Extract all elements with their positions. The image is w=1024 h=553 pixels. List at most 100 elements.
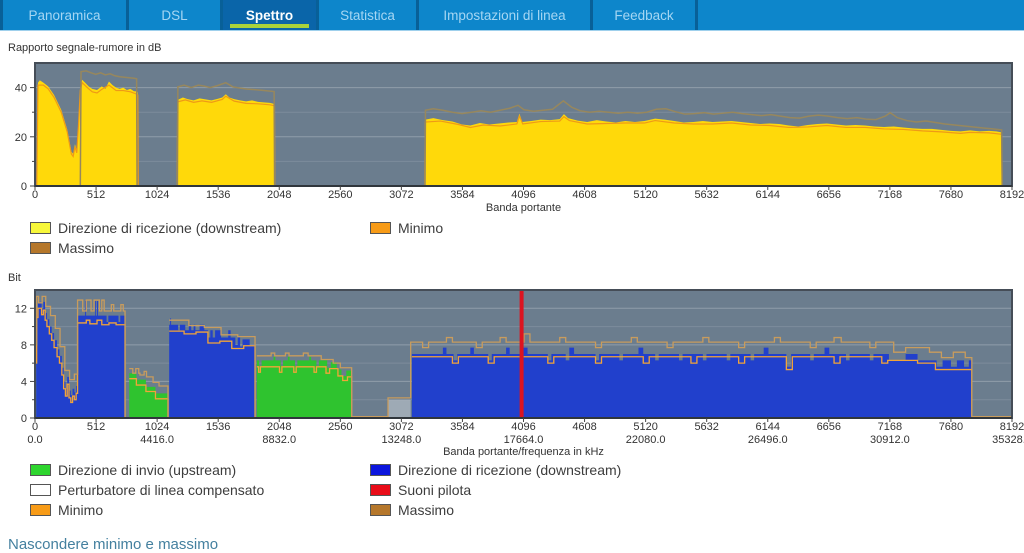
legend-item: Massimo bbox=[370, 501, 800, 518]
svg-text:6656: 6656 bbox=[817, 189, 841, 201]
tab-impostazioni-di-linea[interactable]: Impostazioni di linea bbox=[419, 0, 590, 30]
legend-item: Minimo bbox=[370, 219, 800, 236]
svg-text:4096: 4096 bbox=[511, 189, 535, 201]
legend-label: Massimo bbox=[398, 501, 455, 518]
svg-text:0: 0 bbox=[32, 189, 38, 201]
tab-spettro[interactable]: Spettro bbox=[223, 0, 316, 30]
series-perturbatore-di-linea-compensato bbox=[388, 399, 411, 418]
series-minimo bbox=[256, 366, 353, 418]
svg-text:1536: 1536 bbox=[206, 421, 230, 433]
series-direzione-di-ricezione-downstream- bbox=[424, 113, 1003, 186]
legend-swatch-icon bbox=[30, 503, 51, 516]
legend-label: Perturbatore di linea compensato bbox=[58, 481, 265, 498]
series-minimo bbox=[129, 378, 169, 418]
svg-text:0.0: 0.0 bbox=[27, 434, 42, 446]
bit-chart-legend: Direzione di invio (upstream) Direzione d… bbox=[30, 461, 800, 518]
tab-bar: Panoramica DSL Spettro Statistica Impostazio… bbox=[0, 0, 1024, 31]
tab-statistica[interactable]: Statistica bbox=[319, 0, 416, 30]
tab-dsl[interactable]: DSL bbox=[129, 0, 220, 30]
svg-text:7680: 7680 bbox=[939, 189, 963, 201]
legend-label: Massimo bbox=[58, 239, 115, 256]
legend-label: Direzione di ricezione (downstream) bbox=[398, 461, 622, 478]
legend-swatch-icon bbox=[370, 503, 391, 516]
tab-feedback[interactable]: Feedback bbox=[593, 0, 695, 30]
svg-text:3584: 3584 bbox=[450, 189, 474, 201]
svg-text:1024: 1024 bbox=[145, 421, 169, 433]
series-minimo bbox=[411, 356, 973, 418]
series-massimo bbox=[129, 367, 169, 418]
bit-chart-title: Bit bbox=[8, 272, 21, 284]
svg-text:4608: 4608 bbox=[572, 189, 596, 201]
svg-text:5120: 5120 bbox=[633, 421, 657, 433]
svg-text:17664.0: 17664.0 bbox=[504, 434, 544, 446]
legend-item: Direzione di ricezione (downstream) bbox=[30, 219, 370, 236]
svg-text:30912.0: 30912.0 bbox=[870, 434, 910, 446]
svg-text:5632: 5632 bbox=[694, 421, 718, 433]
svg-text:7168: 7168 bbox=[878, 421, 902, 433]
legend-label: Direzione di invio (upstream) bbox=[58, 461, 237, 478]
svg-text:4: 4 bbox=[21, 376, 27, 388]
svg-text:2048: 2048 bbox=[267, 189, 291, 201]
legend-item: Massimo bbox=[30, 239, 370, 256]
legend-swatch-icon bbox=[370, 221, 391, 234]
legend-item: Direzione di invio (upstream) bbox=[30, 461, 370, 478]
svg-text:22080.0: 22080.0 bbox=[626, 434, 666, 446]
svg-text:26496.0: 26496.0 bbox=[748, 434, 788, 446]
svg-text:1024: 1024 bbox=[145, 189, 169, 201]
series-massimo bbox=[351, 333, 1012, 418]
svg-text:8192: 8192 bbox=[1000, 421, 1024, 433]
svg-text:13248.0: 13248.0 bbox=[381, 434, 421, 446]
legend-swatch-icon bbox=[370, 463, 391, 476]
legend-swatch-icon bbox=[30, 463, 51, 476]
legend-item: Minimo bbox=[30, 501, 370, 518]
series-minimo bbox=[176, 95, 276, 187]
snr-chart: 0 512 1024 1536 2048 2560 3072 3584 4096 4608 5120… bbox=[0, 55, 1024, 220]
snr-chart-legend: Direzione di ricezione (downstream) Minim… bbox=[30, 219, 800, 256]
svg-text:7168: 7168 bbox=[878, 189, 902, 201]
svg-text:0: 0 bbox=[21, 181, 27, 193]
tab-panoramica[interactable]: Panoramica bbox=[3, 0, 126, 30]
series-direzione-di-invio-upstream- bbox=[129, 373, 168, 418]
series-direzione-di-ricezione-downstream- bbox=[36, 300, 126, 418]
svg-text:35328.0: 35328.0 bbox=[992, 434, 1024, 446]
svg-text:5120: 5120 bbox=[633, 189, 657, 201]
legend-swatch-icon bbox=[30, 241, 51, 254]
svg-text:Banda portante/frequenza in kH: Banda portante/frequenza in kHz bbox=[443, 446, 604, 458]
svg-text:512: 512 bbox=[87, 421, 105, 433]
svg-text:2560: 2560 bbox=[328, 421, 352, 433]
series-direzione-di-ricezione-downstream- bbox=[36, 79, 139, 186]
svg-text:0: 0 bbox=[32, 421, 38, 433]
series-direzione-di-ricezione-downstream- bbox=[411, 347, 972, 418]
svg-text:6656: 6656 bbox=[817, 421, 841, 433]
hide-min-max-link[interactable]: Nascondere minimo e massimo bbox=[8, 536, 219, 553]
bit-chart: 0 0.0 512 1024 4416.0 1536 2048 8832.0 2560 3072 1… bbox=[0, 284, 1024, 471]
series-massimo bbox=[36, 295, 126, 418]
snr-chart-title: Rapporto segnale-rumore in dB bbox=[8, 42, 162, 54]
svg-text:8192: 8192 bbox=[1000, 189, 1024, 201]
series-minimo bbox=[424, 114, 1003, 187]
legend-item: Perturbatore di linea compensato bbox=[30, 481, 370, 498]
legend-swatch-icon bbox=[30, 483, 51, 496]
series-minimo bbox=[169, 330, 256, 418]
svg-text:3584: 3584 bbox=[450, 421, 474, 433]
series-massimo bbox=[79, 70, 138, 187]
legend-swatch-icon bbox=[370, 483, 391, 496]
legend-item: Direzione di ricezione (downstream) bbox=[370, 461, 800, 478]
svg-text:6144: 6144 bbox=[756, 421, 780, 433]
series-massimo bbox=[176, 81, 276, 187]
svg-text:5632: 5632 bbox=[694, 189, 718, 201]
series-massimo bbox=[169, 319, 256, 418]
svg-text:4416.0: 4416.0 bbox=[140, 434, 174, 446]
legend-label: Direzione di ricezione (downstream) bbox=[58, 219, 282, 236]
svg-text:4608: 4608 bbox=[572, 421, 596, 433]
tab-bar-filler bbox=[698, 0, 1024, 30]
svg-text:0: 0 bbox=[21, 413, 27, 425]
legend-label: Minimo bbox=[58, 501, 104, 518]
legend-swatch-icon bbox=[30, 221, 51, 234]
svg-text:20: 20 bbox=[15, 132, 27, 144]
series-direzione-di-ricezione-downstream- bbox=[169, 318, 256, 418]
legend-item: Suoni pilota bbox=[370, 481, 800, 498]
svg-text:Banda portante: Banda portante bbox=[486, 202, 561, 214]
svg-text:4096: 4096 bbox=[511, 421, 535, 433]
